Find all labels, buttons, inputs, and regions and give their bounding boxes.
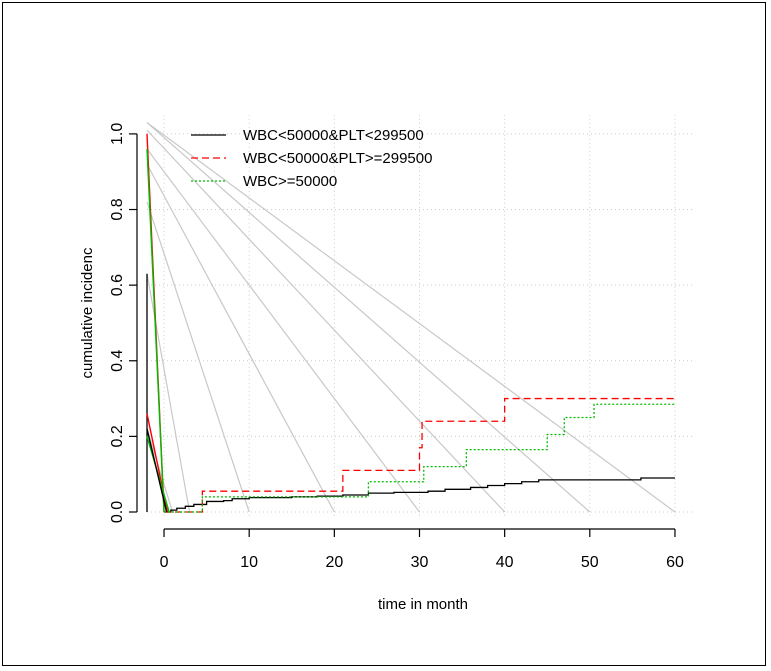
x-tick-label-4: 40 (496, 554, 514, 571)
legend-label-1: WBC<50000&PLT>=299500 (243, 150, 432, 167)
x-axis-title: time in month (378, 596, 468, 613)
reference-line-4 (147, 164, 334, 512)
y-tick-label-0: 0.0 (109, 501, 126, 523)
legend-label-2: WBC>=50000 (243, 173, 337, 190)
y-tick-label-1: 0.2 (109, 425, 126, 447)
y-tick-label-4: 0.8 (109, 198, 126, 220)
legend: WBC<50000&PLT<299500 WBC<50000&PLT>=29950… (191, 127, 432, 190)
y-tick-label-2: 0.4 (109, 350, 126, 372)
reference-line-7 (147, 429, 173, 512)
x-tick-label-6: 60 (666, 554, 684, 571)
reference-line-6 (147, 274, 190, 512)
reference-line-0 (147, 123, 675, 512)
legend-label-0: WBC<50000&PLT<299500 (243, 127, 424, 144)
y-axis-title: cumulative incidenc (79, 247, 96, 378)
intercept-line-4 (147, 429, 167, 512)
reference-lines (147, 123, 675, 512)
series-group (147, 134, 675, 512)
x-tick-label-1: 10 (240, 554, 258, 571)
x-tick-label-3: 30 (411, 554, 429, 571)
reference-line-1 (147, 123, 590, 512)
reference-line-3 (147, 149, 420, 512)
y-tick-label-5: 1.0 (109, 123, 126, 145)
x-tick-label-5: 50 (581, 554, 599, 571)
x-tick-label-0: 0 (160, 554, 169, 571)
x-tick-label-2: 20 (325, 554, 343, 571)
y-tick-label-3: 0.6 (109, 274, 126, 296)
